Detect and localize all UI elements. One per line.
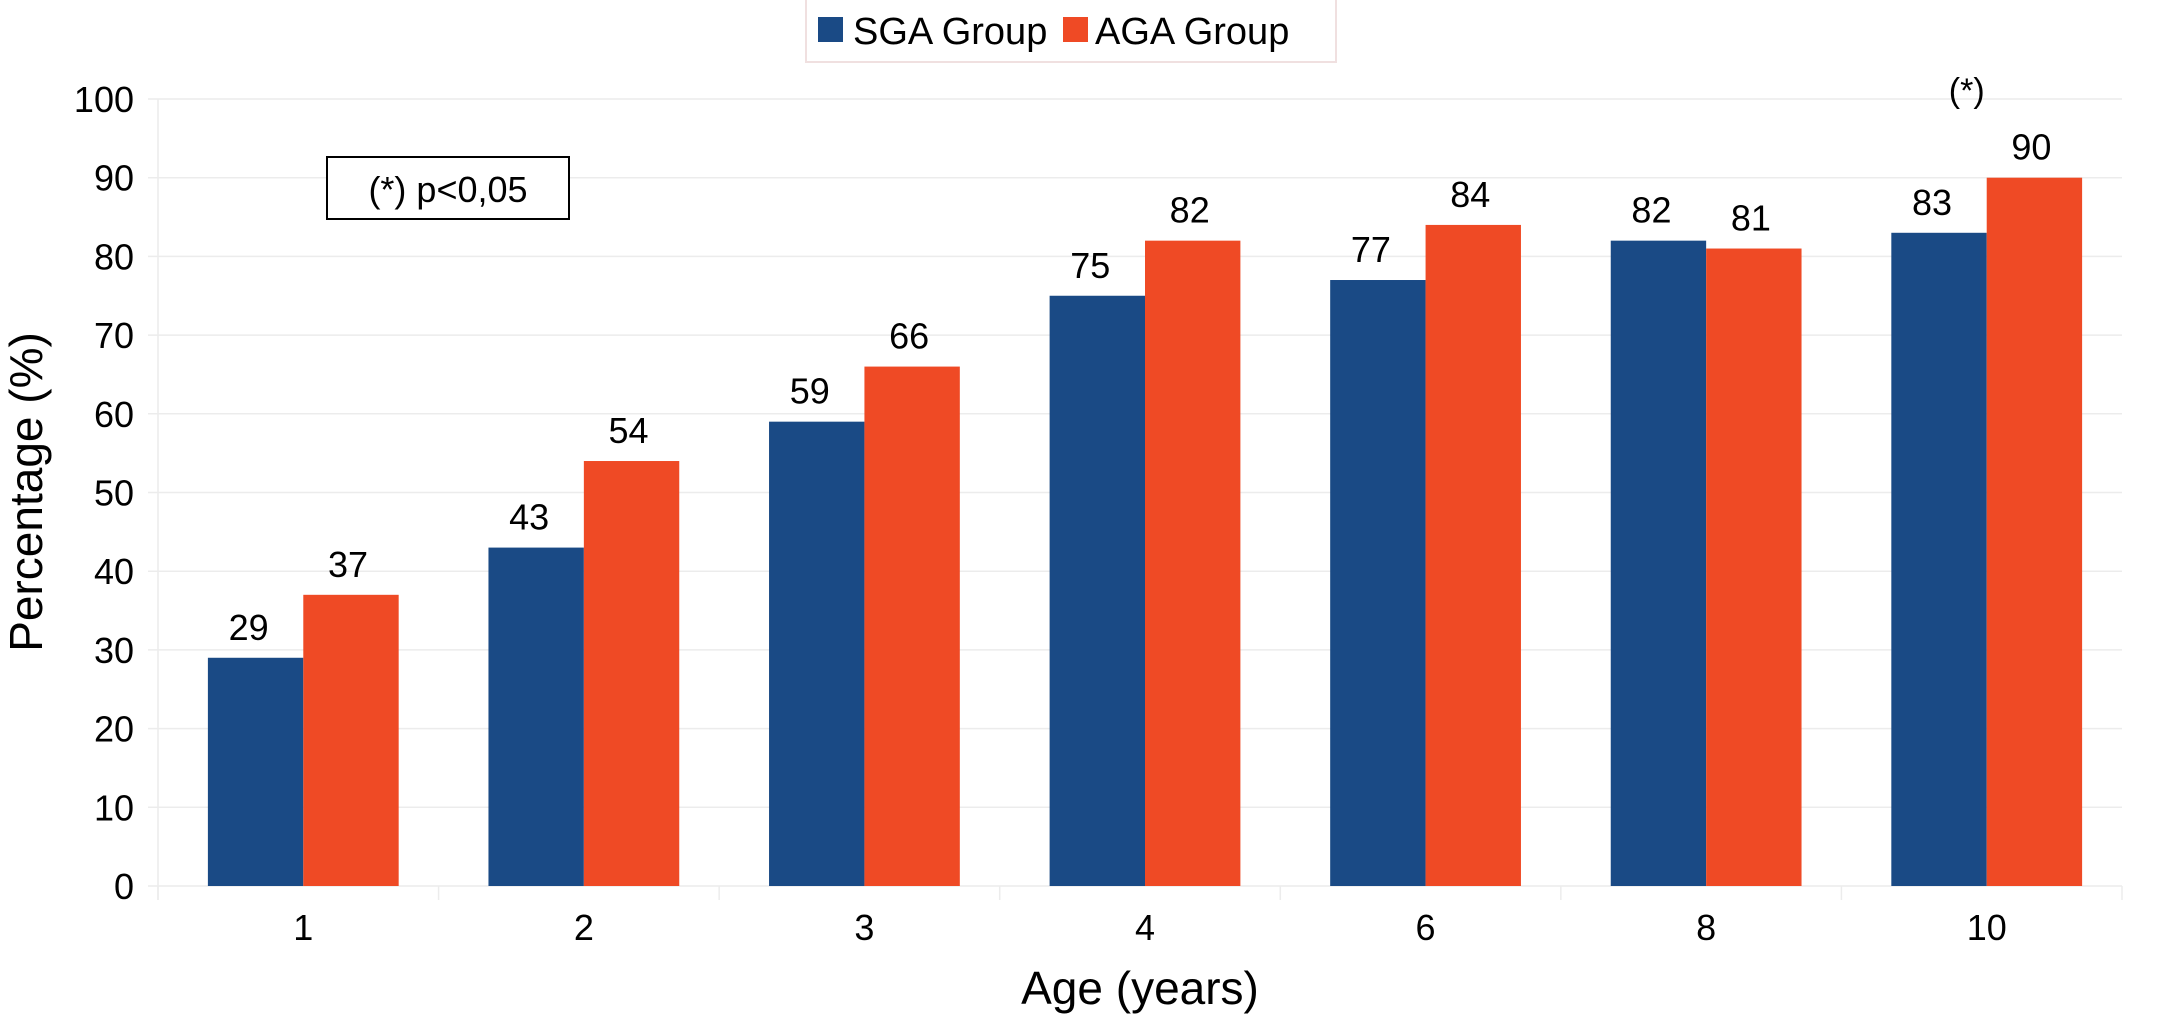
significance-box-text: (*) p<0,05 (368, 169, 527, 210)
bar-sga-group (769, 421, 865, 886)
y-tick-label: 100 (74, 79, 134, 120)
x-tick-label: 6 (1416, 907, 1436, 948)
y-tick-label: 60 (94, 394, 134, 435)
data-label: 90 (2011, 127, 2051, 168)
legend-swatch-aga (1063, 17, 1088, 42)
data-label: 75 (1070, 245, 1110, 286)
data-label: 59 (790, 371, 830, 412)
data-label: 43 (509, 497, 549, 538)
data-label: 77 (1351, 229, 1391, 270)
bar-sga-group (488, 547, 584, 886)
x-tick-label: 8 (1696, 907, 1716, 948)
y-tick-label: 0 (114, 866, 134, 907)
data-label: 81 (1731, 198, 1771, 239)
legend-label-aga: AGA Group (1095, 11, 1289, 53)
bar-aga-group (1425, 224, 1521, 887)
bar-sga-group (1610, 240, 1707, 886)
x-tick-label: 1 (293, 907, 313, 948)
bar-aga-group (583, 461, 680, 886)
bar-aga-group (1145, 240, 1241, 886)
bar-aga-group (1706, 248, 1802, 886)
y-axis-label: Percentage (%) (0, 332, 52, 652)
bar-aga-group (303, 594, 399, 886)
data-label: 82 (1170, 190, 1210, 231)
bar-sga-group (1049, 295, 1145, 886)
data-label: 37 (328, 544, 368, 585)
bar-aga-group (864, 366, 960, 887)
significance-note: (*) p<0,05 (326, 156, 570, 220)
y-tick-label: 80 (94, 236, 134, 277)
legend-swatch-sga (818, 17, 843, 42)
data-label: 29 (229, 607, 269, 648)
x-axis-label: Age (years) (1021, 962, 1259, 1014)
y-tick-label: 30 (94, 630, 134, 671)
y-tick-label: 90 (94, 158, 134, 199)
legend-label-sga: SGA Group (853, 11, 1047, 53)
bar-sga-group (207, 657, 304, 886)
data-label: 83 (1912, 182, 1952, 223)
x-tick-label: 3 (854, 907, 874, 948)
y-tick-label: 50 (94, 473, 134, 514)
y-tick-label: 10 (94, 787, 134, 828)
y-tick-label: 70 (94, 315, 134, 356)
data-label: 66 (889, 316, 929, 357)
x-tick-label: 4 (1135, 907, 1155, 948)
legend: SGA Group AGA Group (805, 0, 1337, 63)
data-label: 54 (609, 410, 649, 451)
y-tick-labels: 0 10 20 30 40 50 60 70 80 90 100 (74, 79, 134, 907)
y-tick-label: 20 (94, 709, 134, 750)
bar-sga-group (1891, 232, 1987, 887)
bar-aga-group (1986, 177, 2083, 886)
significance-box (326, 156, 570, 220)
x-tick-labels: 1 2 3 4 6 8 10 (293, 907, 2006, 948)
x-tick-label: 2 (574, 907, 594, 948)
significance-marker: (*) (1949, 72, 1985, 110)
data-label: 82 (1631, 190, 1671, 231)
bars: 29 37 43 54 59 66 75 82 77 84 82 81 83 90 (207, 127, 2083, 887)
data-label: 84 (1450, 174, 1490, 215)
bar-sga-group (1330, 280, 1426, 886)
x-tick-label: 10 (1967, 907, 2007, 948)
y-tick-label: 40 (94, 551, 134, 592)
